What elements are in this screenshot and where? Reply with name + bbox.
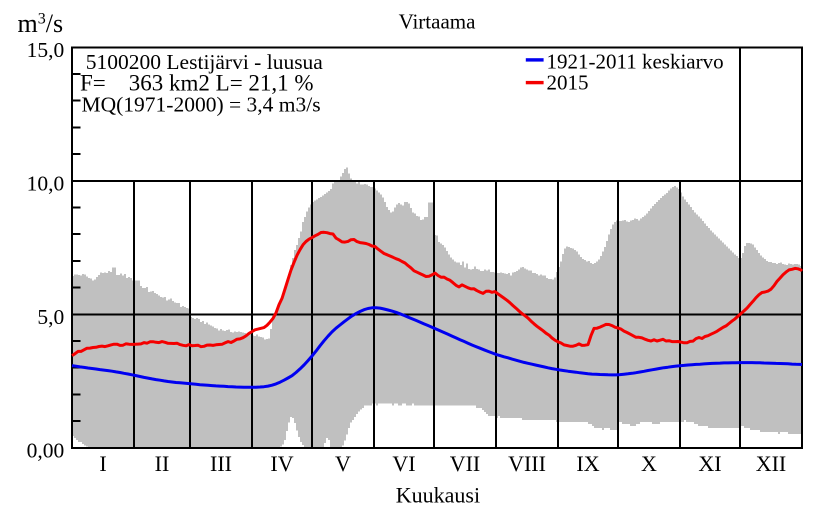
svg-text:2015: 2015: [547, 71, 589, 95]
svg-text:F= 363 km2 L= 21,1 %: F= 363 km2 L= 21,1 %: [80, 70, 314, 95]
svg-text:VIII: VIII: [508, 451, 546, 476]
svg-text:MQ(1971-2000) = 3,4 m3/s: MQ(1971-2000) = 3,4 m3/s: [82, 93, 321, 117]
svg-text:IX: IX: [576, 451, 599, 476]
svg-text:XII: XII: [756, 451, 787, 476]
svg-text:Kuukausi: Kuukausi: [396, 483, 480, 508]
svg-text:III: III: [210, 451, 232, 476]
svg-text:0,00: 0,00: [27, 438, 65, 462]
svg-text:X: X: [641, 451, 657, 476]
svg-text:5,0: 5,0: [37, 305, 64, 329]
svg-text:5100200 Lestijärvi - luusua: 5100200 Lestijärvi - luusua: [86, 50, 324, 74]
svg-text:10,0: 10,0: [27, 171, 65, 195]
svg-text:VII: VII: [450, 451, 481, 476]
svg-text:V: V: [335, 451, 351, 476]
svg-text:I: I: [99, 451, 106, 476]
svg-text:Virtaama: Virtaama: [399, 10, 477, 34]
svg-text:II: II: [155, 451, 170, 476]
svg-text:VI: VI: [392, 451, 415, 476]
svg-text:XI: XI: [698, 451, 721, 476]
svg-text:15,0: 15,0: [27, 38, 65, 62]
svg-text:1921-2011 keskiarvo: 1921-2011 keskiarvo: [547, 50, 724, 74]
svg-text:IV: IV: [270, 451, 293, 476]
